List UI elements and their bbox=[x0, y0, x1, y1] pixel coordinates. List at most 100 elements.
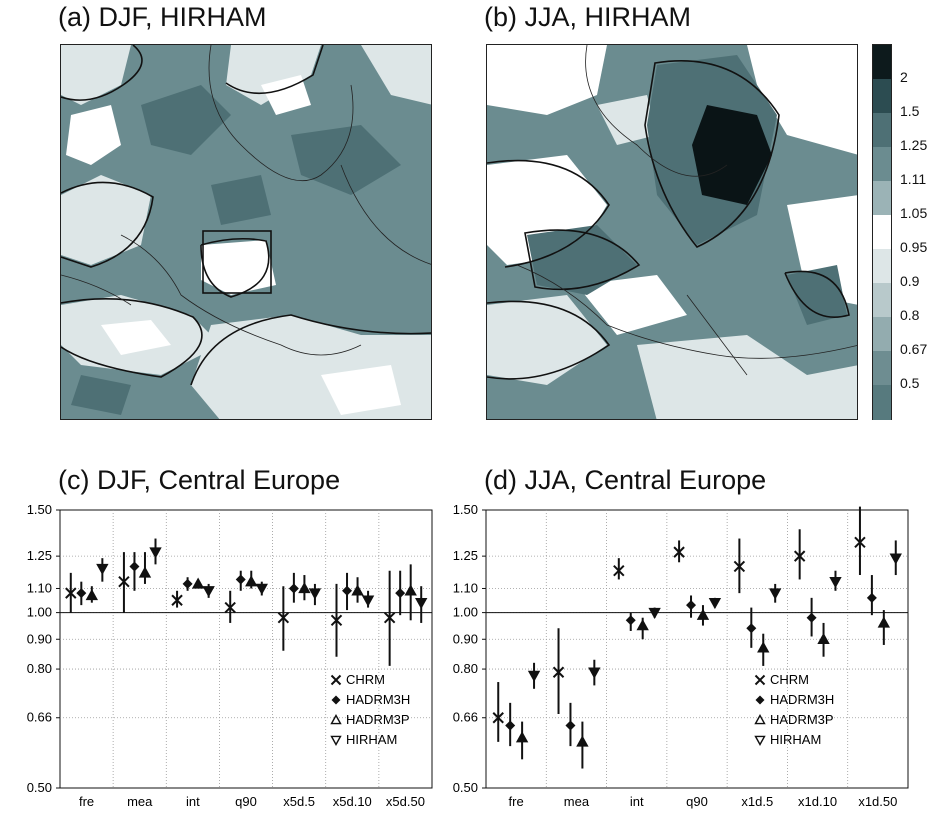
y-tick-label: 1.50 bbox=[27, 502, 52, 517]
y-tick-label: 1.25 bbox=[27, 548, 52, 563]
colorbar-segment bbox=[873, 45, 891, 80]
marker-triangle-down bbox=[308, 588, 322, 600]
x-tick-label: int bbox=[630, 794, 644, 809]
map-jja-contours bbox=[487, 60, 850, 380]
colorbar-segment bbox=[873, 147, 891, 182]
marker-diamond bbox=[235, 574, 246, 585]
map-djf-pale-regions bbox=[61, 45, 431, 419]
colorbar-segment bbox=[873, 249, 891, 284]
colorbar-label: 0.8 bbox=[900, 307, 920, 323]
marker-diamond bbox=[395, 588, 406, 599]
marker-triangle-up bbox=[877, 616, 891, 628]
y-tick-label: 1.00 bbox=[453, 605, 478, 620]
marker-triangle-down bbox=[648, 607, 661, 620]
marker-triangle-up bbox=[754, 714, 766, 725]
marker-x bbox=[330, 674, 342, 686]
map-djf-dark-regions bbox=[71, 85, 401, 415]
y-tick-label: 0.50 bbox=[27, 780, 52, 795]
marker-triangle-up bbox=[576, 735, 589, 747]
map-djf-white-regions bbox=[66, 75, 401, 415]
map-djf-hirham bbox=[60, 44, 432, 420]
marker-x bbox=[330, 614, 343, 627]
y-tick-label: 1.00 bbox=[27, 605, 52, 620]
marker-triangle-up bbox=[298, 582, 311, 594]
marker-diamond bbox=[806, 612, 817, 623]
x-tick-label: x1d.50 bbox=[858, 794, 897, 809]
legend-label: HADRM3H bbox=[346, 692, 410, 707]
panel-b-title: (b) JJA, HIRHAM bbox=[484, 2, 692, 32]
x-tick-label: x5d.5 bbox=[283, 794, 315, 809]
colorbar-segment bbox=[873, 181, 891, 216]
y-tick-label: 0.50 bbox=[453, 780, 478, 795]
marker-triangle-up bbox=[351, 584, 364, 596]
marker-triangle-down bbox=[527, 670, 541, 682]
marker-triangle-down bbox=[415, 597, 428, 610]
marker-diamond bbox=[342, 585, 353, 596]
legend-label: HIRHAM bbox=[346, 732, 397, 747]
marker-diamond bbox=[331, 695, 341, 705]
y-tick-label: 1.50 bbox=[453, 502, 478, 517]
colorbar-label: 1.5 bbox=[900, 103, 920, 119]
colorbar-label: 0.67 bbox=[900, 341, 928, 357]
marker-triangle-down bbox=[255, 583, 268, 595]
y-tick-label: 0.90 bbox=[27, 631, 52, 646]
marker-triangle-up bbox=[245, 575, 258, 587]
chart-jja-central-europe: 0.50 0.66 0.80 0.90 1.00 1.10 1.25 1.50 fre mea in… bbox=[426, 500, 936, 822]
marker-x bbox=[277, 612, 290, 624]
y-tick-label: 0.66 bbox=[27, 710, 52, 725]
colorbar-label: 1.25 bbox=[900, 137, 928, 153]
colorbar bbox=[872, 44, 892, 420]
x-tick-label: mea bbox=[127, 794, 153, 809]
map-djf-canvas bbox=[61, 45, 431, 419]
chart-djf-central-europe: 0.50 0.66 0.80 0.90 1.00 1.10 1.25 1.50 fre mea in… bbox=[0, 500, 468, 822]
marker-diamond bbox=[625, 615, 636, 626]
map-jja-coastlines bbox=[516, 45, 857, 376]
marker-diamond bbox=[129, 561, 140, 572]
panel-d-title: (d) JJA, Central Europe bbox=[484, 465, 767, 495]
marker-x bbox=[118, 575, 130, 588]
map-jja-hirham bbox=[486, 44, 858, 420]
colorbar-segment bbox=[873, 385, 891, 420]
marker-triangle-down bbox=[330, 735, 342, 746]
marker-diamond bbox=[686, 600, 697, 611]
marker-diamond bbox=[746, 623, 757, 634]
marker-diamond bbox=[76, 588, 87, 599]
y-tick-label: 1.10 bbox=[27, 580, 52, 595]
marker-triangle-down bbox=[361, 595, 375, 607]
marker-triangle-up bbox=[138, 566, 152, 578]
marker-triangle-up bbox=[696, 608, 710, 620]
marker-triangle-up bbox=[404, 584, 417, 596]
marker-x bbox=[613, 565, 625, 577]
y-tick-label: 0.66 bbox=[453, 710, 478, 725]
marker-x bbox=[224, 601, 236, 614]
legend-label: CHRM bbox=[346, 672, 385, 687]
colorbar-segment bbox=[873, 283, 891, 318]
marker-triangle-down bbox=[149, 547, 162, 559]
colorbar-segment bbox=[873, 317, 891, 352]
central-europe-box bbox=[202, 230, 272, 294]
colorbar-label: 0.9 bbox=[900, 273, 920, 289]
marker-x bbox=[754, 674, 766, 686]
legend-label: HADRM3P bbox=[770, 712, 834, 727]
marker-diamond bbox=[565, 720, 576, 731]
colorbar-label: 1.11 bbox=[900, 171, 927, 187]
colorbar-segment bbox=[873, 79, 891, 114]
colorbar-segment bbox=[873, 113, 891, 148]
marker-triangle-down bbox=[588, 667, 601, 679]
marker-triangle-up bbox=[191, 577, 205, 589]
x-tick-label: fre bbox=[509, 794, 524, 809]
colorbar-label: 2 bbox=[900, 69, 908, 85]
plot-frame bbox=[59, 509, 433, 789]
x-tick-label: int bbox=[186, 794, 200, 809]
marker-triangle-up bbox=[757, 641, 770, 653]
marker-triangle-up bbox=[817, 632, 830, 644]
marker-triangle-up bbox=[85, 589, 99, 601]
marker-x bbox=[65, 587, 77, 599]
panel-a-title: (a) DJF, HIRHAM bbox=[58, 2, 267, 32]
y-tick-label: 1.25 bbox=[453, 548, 478, 563]
marker-diamond bbox=[288, 583, 299, 594]
x-tick-label: mea bbox=[564, 794, 590, 809]
marker-triangle-down bbox=[96, 563, 109, 576]
y-tick-label: 0.80 bbox=[453, 661, 478, 676]
marker-diamond bbox=[866, 592, 877, 603]
